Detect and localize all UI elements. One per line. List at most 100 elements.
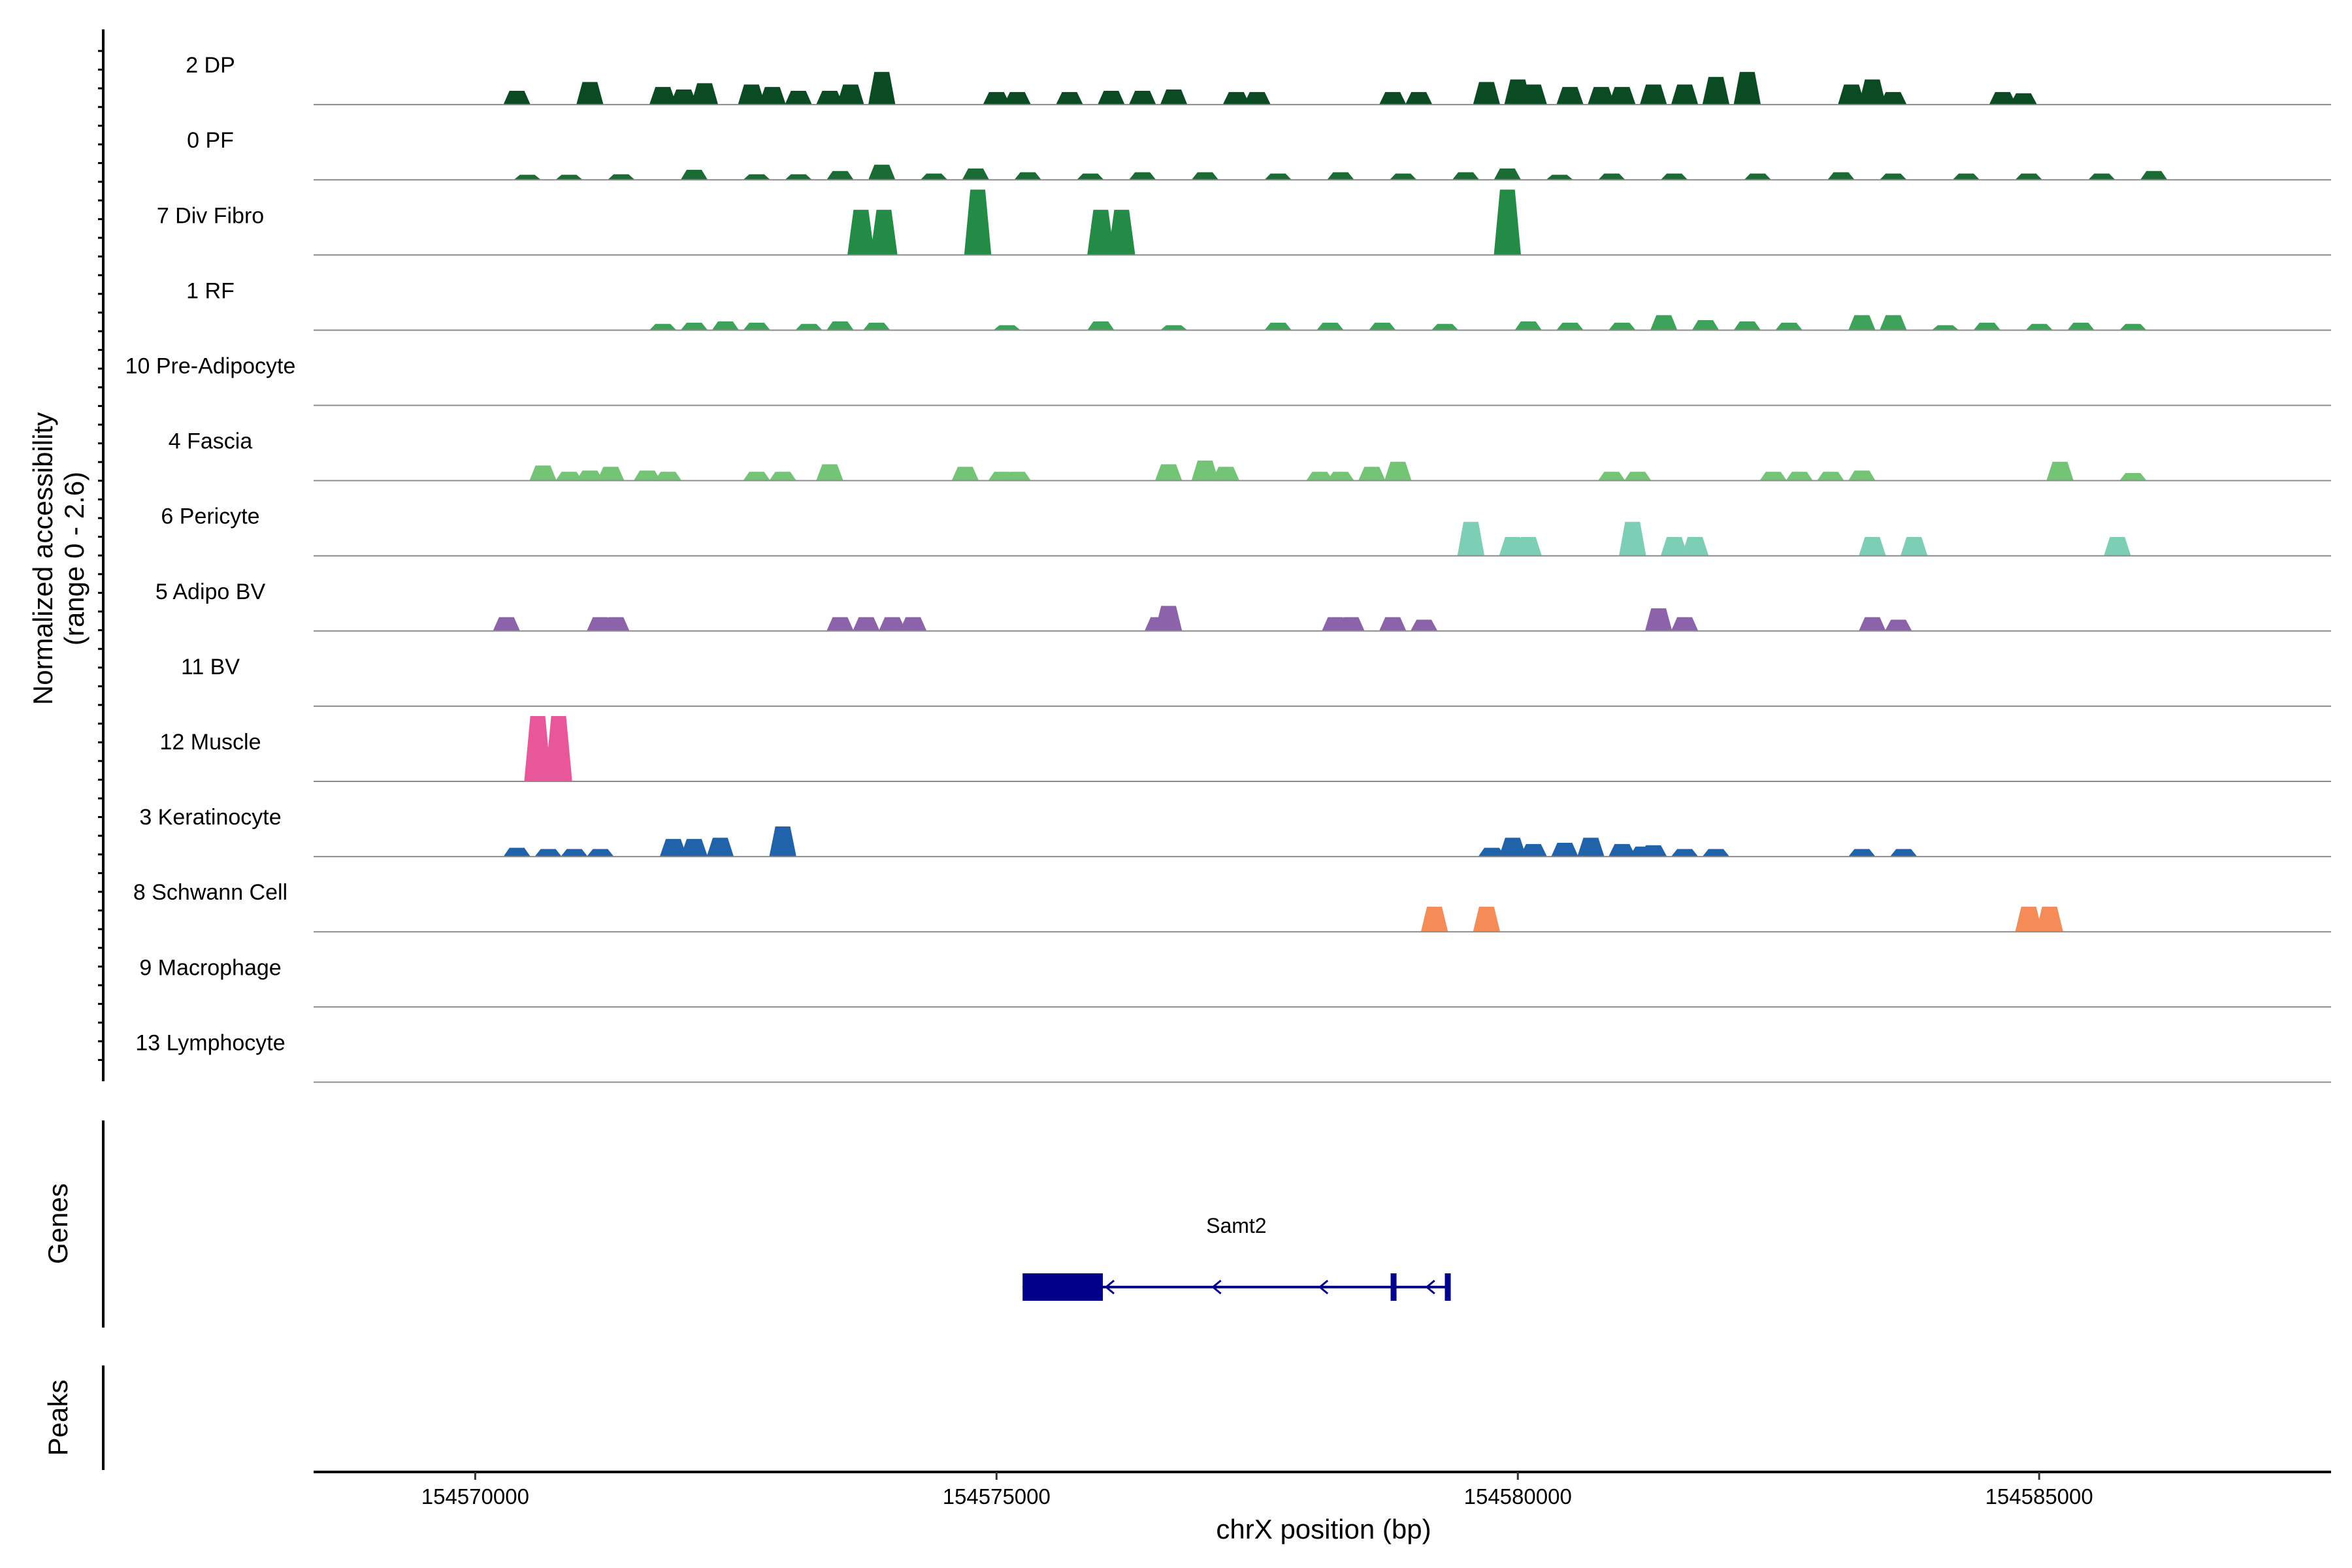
coverage-peak (785, 90, 812, 105)
coverage-peak (1900, 536, 1928, 556)
coverage-peak (1848, 315, 1876, 331)
coverage-peak (1160, 325, 1188, 331)
x-tick-label: 154585000 (1985, 1484, 2093, 1509)
track-1-rf: 1 RF (186, 278, 2331, 331)
coverage-peak (1879, 315, 1907, 331)
gene-strand-arrow (1318, 1279, 1329, 1295)
gene-exon (1390, 1273, 1397, 1301)
x-tick-label: 154580000 (1464, 1484, 1572, 1509)
y-axis-title-line1: Normalized accessibility (27, 412, 58, 705)
coverage-peak (1077, 173, 1104, 180)
coverage-peak (1473, 906, 1501, 932)
coverage-peak (680, 169, 708, 180)
coverage-peak (1212, 466, 1240, 481)
track-11-bv: 11 BV (181, 655, 2331, 707)
coverage-peak (2015, 173, 2042, 180)
coverage-peak (816, 90, 843, 105)
coverage-peak (1520, 84, 1547, 105)
coverage-peak (785, 174, 812, 180)
coverage-peak (503, 847, 531, 857)
coverage-peak (602, 617, 630, 631)
coverage-peak (1546, 174, 1573, 180)
coverage-peak (1588, 87, 1615, 105)
coverage-peak (769, 472, 796, 481)
coverage-peak (1306, 472, 1333, 481)
coverage-peak (1884, 619, 1912, 631)
y-axis-title-line2: (range 0 - 2.6) (59, 472, 90, 645)
coverage-peak (1473, 82, 1501, 105)
coverage-peak (1889, 849, 1918, 857)
coverage-peak (868, 165, 896, 180)
coverage-peak (608, 174, 635, 180)
coverage-peak (555, 174, 583, 180)
track-5-adipo-bv: 5 Adipo BV (155, 580, 2331, 632)
coverage-peak (576, 470, 604, 481)
coverage-peak (847, 210, 875, 255)
coverage-peak (1775, 322, 1803, 331)
coverage-peak (795, 323, 823, 331)
track-6-pericyte: 6 Pericyte (161, 504, 2331, 557)
coverage-peak (1989, 91, 2017, 105)
coverage-peak (633, 470, 661, 481)
coverage-peak (878, 617, 906, 631)
coverage-peak (706, 838, 734, 857)
coverage-peak (1848, 849, 1876, 857)
coverage-peak (1327, 172, 1354, 180)
coverage-peak (1369, 322, 1396, 331)
coverage-peak (1087, 210, 1115, 255)
coverage-peak (1639, 84, 1667, 105)
coverage-peak (1337, 617, 1365, 631)
coverage-peak (670, 90, 698, 105)
coverage-peak (587, 849, 614, 857)
coverage-peak (1660, 536, 1688, 556)
coverage-peak (649, 87, 677, 105)
coverage-peak (1556, 322, 1584, 331)
coverage-peak (2119, 323, 2147, 331)
coverage-peak (1691, 320, 1720, 331)
coverage-peak (1859, 536, 1886, 556)
coverage-peak (561, 849, 588, 857)
coverage-y-axis-ticks (98, 50, 103, 1061)
coverage-peak (514, 174, 541, 180)
coverage-peak (1222, 91, 1250, 105)
coverage-peak (1827, 172, 1855, 180)
coverage-peak (816, 464, 843, 481)
coverage-peak (2088, 173, 2115, 180)
coverage-peak (853, 617, 880, 631)
x-tick-label: 154570000 (421, 1484, 529, 1509)
coverage-peak (962, 168, 990, 180)
coverage-peak (1639, 845, 1667, 857)
coverage-peak (1494, 168, 1522, 180)
coverage-peak (555, 472, 583, 481)
coverage-peak (2046, 461, 2074, 481)
gene-exon (1022, 1273, 1103, 1301)
coverage-peak (1264, 322, 1292, 331)
track-label: 6 Pericyte (161, 504, 259, 529)
track-label: 1 RF (186, 278, 235, 303)
coverage-peak (964, 189, 992, 255)
track-7-div-fibro: 7 Div Fibro (157, 189, 2331, 256)
coverage-peak (1671, 849, 1699, 857)
x-tick-label: 154575000 (943, 1484, 1051, 1509)
coverage-peak (1316, 322, 1344, 331)
coverage-peak (680, 839, 708, 857)
coverage-peak (743, 174, 770, 180)
coverage-peak (2119, 473, 2147, 481)
track-label: 10 Pre-Adipocyte (125, 354, 296, 379)
coverage-peak (1128, 90, 1156, 105)
coverage-peak (1098, 90, 1125, 105)
coverage-peak (826, 321, 854, 331)
coverage-peak (1128, 172, 1156, 180)
coverage-peak (983, 91, 1011, 105)
coverage-peak (1598, 173, 1625, 180)
coverage-peak (534, 849, 562, 857)
coverage-peak (1671, 84, 1699, 105)
coverage-peak (1817, 472, 1844, 481)
coverage-peak (1056, 91, 1083, 105)
track-13-lymphocyte: 13 Lymphocyte (135, 1030, 2331, 1083)
coverage-peak (2140, 171, 2168, 180)
coverage-peak (1702, 76, 1730, 105)
track-0-pf: 0 PF (187, 128, 2331, 181)
coverage-peak (870, 210, 898, 255)
